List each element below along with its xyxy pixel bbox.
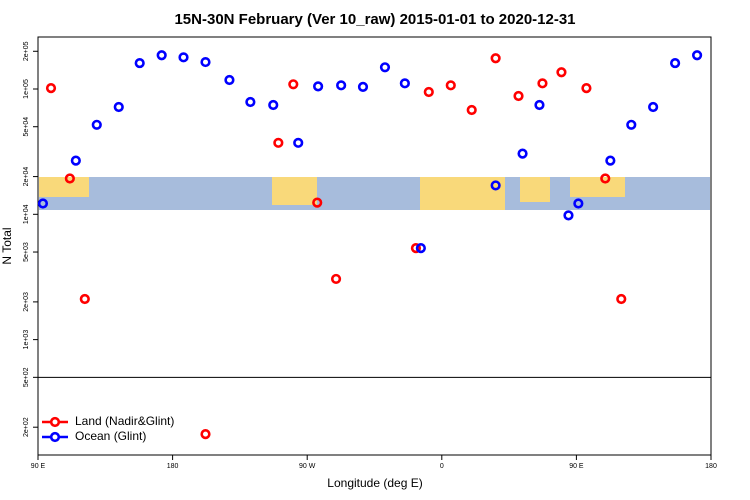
point: [581, 83, 592, 94]
x-tick-label: 90 E: [31, 463, 46, 470]
point: [648, 101, 659, 113]
legend-marker: [49, 431, 61, 443]
point: [423, 86, 434, 98]
point: [379, 62, 391, 73]
y-tick-label: 5e+03: [23, 242, 30, 262]
point: [490, 180, 501, 191]
point: [313, 81, 324, 92]
y-tick-label: 1e+03: [23, 330, 30, 350]
y-tick-label: 2e+05: [23, 41, 30, 61]
point: [70, 155, 81, 166]
x-tick-label: 90 E: [569, 463, 584, 470]
point: [134, 57, 145, 69]
point: [113, 101, 124, 113]
point: [268, 99, 279, 111]
point: [466, 104, 477, 116]
point: [600, 173, 611, 184]
map-band: [39, 177, 710, 210]
chart-title: 15N-30N February (Ver 10_raw) 2015-01-01…: [174, 11, 575, 28]
point: [273, 137, 284, 148]
x-tick-label: 180: [167, 463, 179, 470]
point: [517, 148, 528, 159]
point: [312, 197, 323, 208]
point: [45, 83, 57, 94]
y-tick-label: 2e+03: [23, 292, 30, 312]
point: [37, 198, 49, 209]
point: [691, 50, 703, 61]
y-tick-label: 1e+04: [23, 204, 30, 224]
point: [156, 50, 167, 61]
point: [626, 119, 637, 130]
point: [563, 210, 574, 221]
point: [200, 56, 211, 68]
x-tick-label: 180: [705, 463, 717, 470]
legend-label: Land (Nadir&Glint): [75, 414, 174, 428]
y-tick-label: 2e+02: [23, 417, 30, 437]
x-tick-label: 90 W: [299, 463, 316, 470]
point: [670, 57, 681, 69]
y-tick-label: 2e+04: [23, 167, 30, 187]
point: [415, 243, 426, 254]
point: [200, 429, 211, 440]
y-tick-label: 5e+02: [23, 367, 30, 387]
point: [79, 293, 90, 305]
y-axis-label: N Total: [0, 227, 14, 264]
point: [573, 198, 584, 209]
point: [556, 67, 567, 78]
point: [534, 99, 545, 111]
point: [245, 96, 256, 108]
point: [513, 90, 524, 102]
point: [178, 52, 189, 63]
point: [224, 74, 235, 86]
y-tick-label: 5e+04: [23, 117, 30, 137]
point: [616, 293, 627, 305]
x-axis-label: Longitude (deg E): [327, 476, 422, 490]
legend-label: Ocean (Glint): [75, 429, 146, 443]
point: [399, 78, 410, 89]
point: [336, 80, 347, 91]
point: [288, 79, 299, 90]
point: [537, 78, 548, 89]
point: [410, 243, 422, 254]
x-tick-label: 0: [440, 463, 444, 470]
point: [605, 155, 616, 166]
point: [293, 137, 304, 148]
point: [330, 273, 342, 285]
point: [64, 173, 75, 184]
point: [490, 53, 501, 64]
point: [357, 81, 369, 92]
legend-marker: [49, 416, 61, 428]
plot-frame: [37, 36, 712, 456]
point: [445, 80, 456, 91]
point: [91, 119, 102, 130]
y-tick-label: 1e+05: [23, 79, 30, 99]
